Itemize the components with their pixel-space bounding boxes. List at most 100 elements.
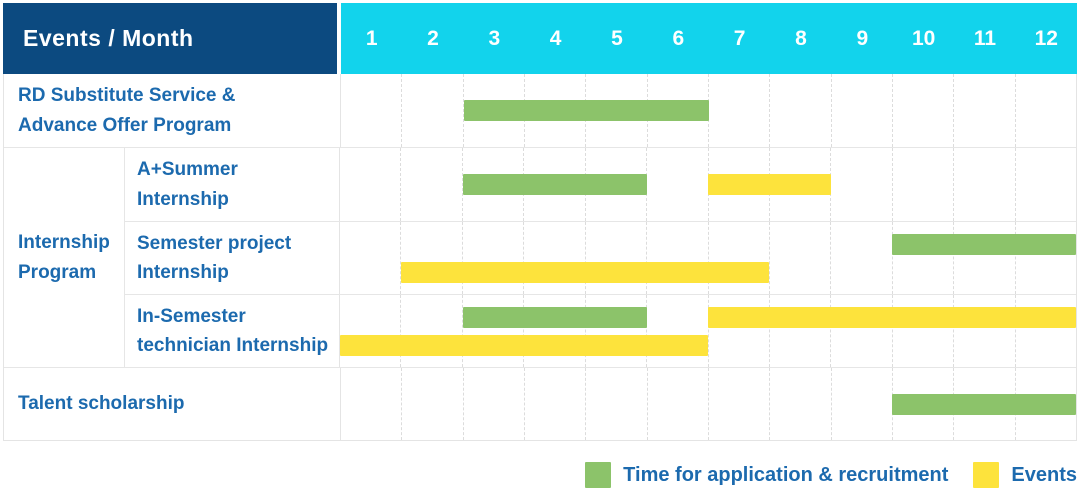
month-cell xyxy=(769,368,830,440)
month-cell xyxy=(1014,148,1076,221)
bar-line xyxy=(340,233,1076,255)
month-cell xyxy=(953,295,1014,367)
yellow-bar xyxy=(708,306,1076,328)
month-12-header: 12 xyxy=(1034,26,1058,50)
green-bar xyxy=(462,174,647,195)
row-label: In-Semester technician Internship xyxy=(137,305,329,356)
month-cell xyxy=(646,222,707,294)
month-cell xyxy=(1014,295,1076,367)
green-bar xyxy=(892,233,1076,255)
bar-lines xyxy=(340,295,1076,367)
month-cell xyxy=(646,368,708,440)
group-rows: A+Summer Internship Semester project Int… xyxy=(125,148,1076,367)
row-semester-project-internship: Semester project Internship xyxy=(125,221,1076,294)
month-cell xyxy=(707,222,769,294)
row-timeline xyxy=(340,74,1076,147)
month-3-header: 3 xyxy=(488,26,501,50)
month-cell xyxy=(646,295,707,367)
row-label: Talent scholarship xyxy=(18,393,185,415)
month-cell xyxy=(830,295,891,367)
legend-item-events: Events xyxy=(973,462,1077,488)
month-cell xyxy=(400,295,461,367)
row-timeline xyxy=(339,148,1076,221)
month-7-header: 7 xyxy=(733,26,746,50)
legend-item-application-recruitment: Time for application & recruitment xyxy=(585,462,948,488)
month-cell xyxy=(891,295,953,367)
gantt-table: Events / Month 1 2 3 4 5 6 7 8 9 10 11 12 RD Substi… xyxy=(3,3,1077,441)
month-cell xyxy=(585,368,646,440)
month-cell xyxy=(584,222,646,294)
header-row: Events / Month 1 2 3 4 5 6 7 8 9 10 11 12 xyxy=(3,3,1077,74)
bar-lines xyxy=(340,222,1076,294)
month-cell xyxy=(953,74,1014,147)
month-cell xyxy=(462,74,524,147)
bar-line xyxy=(340,334,1076,356)
month-cell xyxy=(891,74,953,147)
bar-lines xyxy=(341,368,1076,440)
green-bar xyxy=(462,306,647,328)
row-a-plus-summer-internship: A+Summer Internship xyxy=(125,148,1076,221)
month-cell xyxy=(891,222,953,294)
month-10-header: 10 xyxy=(911,26,936,50)
month-cell xyxy=(1014,74,1076,147)
bar-line xyxy=(340,306,1076,328)
row-label: A+Summer Internship xyxy=(137,159,238,210)
month-cell xyxy=(830,148,891,221)
table-body: RD Substitute Service & Advance Offer Pr… xyxy=(3,74,1077,441)
yellow-bar xyxy=(401,261,770,283)
month-cell xyxy=(400,148,461,221)
month-cell xyxy=(768,222,830,294)
legend-label: Events xyxy=(1011,463,1077,486)
month-2-header: 2 xyxy=(427,26,439,50)
row-timeline xyxy=(339,295,1076,367)
month-cell xyxy=(523,222,584,294)
month-8-header: 8 xyxy=(795,26,807,50)
green-swatch-icon xyxy=(585,462,612,488)
month-cell xyxy=(891,148,953,221)
month-cell xyxy=(953,222,1014,294)
month-cell xyxy=(523,368,585,440)
bar-line xyxy=(340,261,1076,283)
row-talent-scholarship: Talent scholarship xyxy=(4,367,1076,440)
yellow-bar xyxy=(708,174,831,195)
month-4-header: 4 xyxy=(549,26,562,50)
month-9-header: 9 xyxy=(856,26,869,50)
month-cell xyxy=(461,148,523,221)
month-cell xyxy=(769,74,830,147)
green-bar xyxy=(892,393,1076,415)
month-1-header: 1 xyxy=(365,26,378,50)
month-cell xyxy=(461,222,523,294)
month-cell xyxy=(830,74,892,147)
row-label: RD Substitute Service & Advance Offer Pr… xyxy=(18,85,236,136)
month-cell xyxy=(461,295,523,367)
group-label: Internship Program xyxy=(4,148,125,367)
month-cell xyxy=(830,222,891,294)
yellow-swatch-icon xyxy=(973,462,1000,488)
header-events-month-cell: Events / Month xyxy=(3,3,337,74)
yellow-bar xyxy=(340,334,708,356)
row-rd-substitute-service: RD Substitute Service & Advance Offer Pr… xyxy=(4,74,1076,147)
month-gridlines xyxy=(340,222,1076,294)
row-label: Semester project Internship xyxy=(137,232,292,283)
month-cell xyxy=(462,368,524,440)
month-5-header: 5 xyxy=(611,26,623,50)
month-cell xyxy=(768,295,830,367)
month-cell xyxy=(1014,222,1076,294)
month-6-header: 6 xyxy=(672,26,685,50)
month-cell xyxy=(401,368,462,440)
legend-label: Time for application & recruitment xyxy=(623,463,949,486)
month-cell xyxy=(707,368,769,440)
month-11-header: 11 xyxy=(973,26,997,50)
month-cell xyxy=(707,295,769,367)
month-header-strip: 1 2 3 4 5 6 7 8 9 10 11 12 xyxy=(341,3,1077,74)
bar-lines xyxy=(341,74,1076,147)
month-cell xyxy=(584,295,646,367)
legend: Time for application & recruitment Event… xyxy=(585,462,1077,488)
month-cell xyxy=(953,148,1014,221)
bar-line xyxy=(341,393,1076,415)
month-cell xyxy=(523,295,584,367)
bar-line xyxy=(341,100,1076,121)
bar-line xyxy=(340,174,1076,195)
row-timeline xyxy=(339,222,1076,294)
